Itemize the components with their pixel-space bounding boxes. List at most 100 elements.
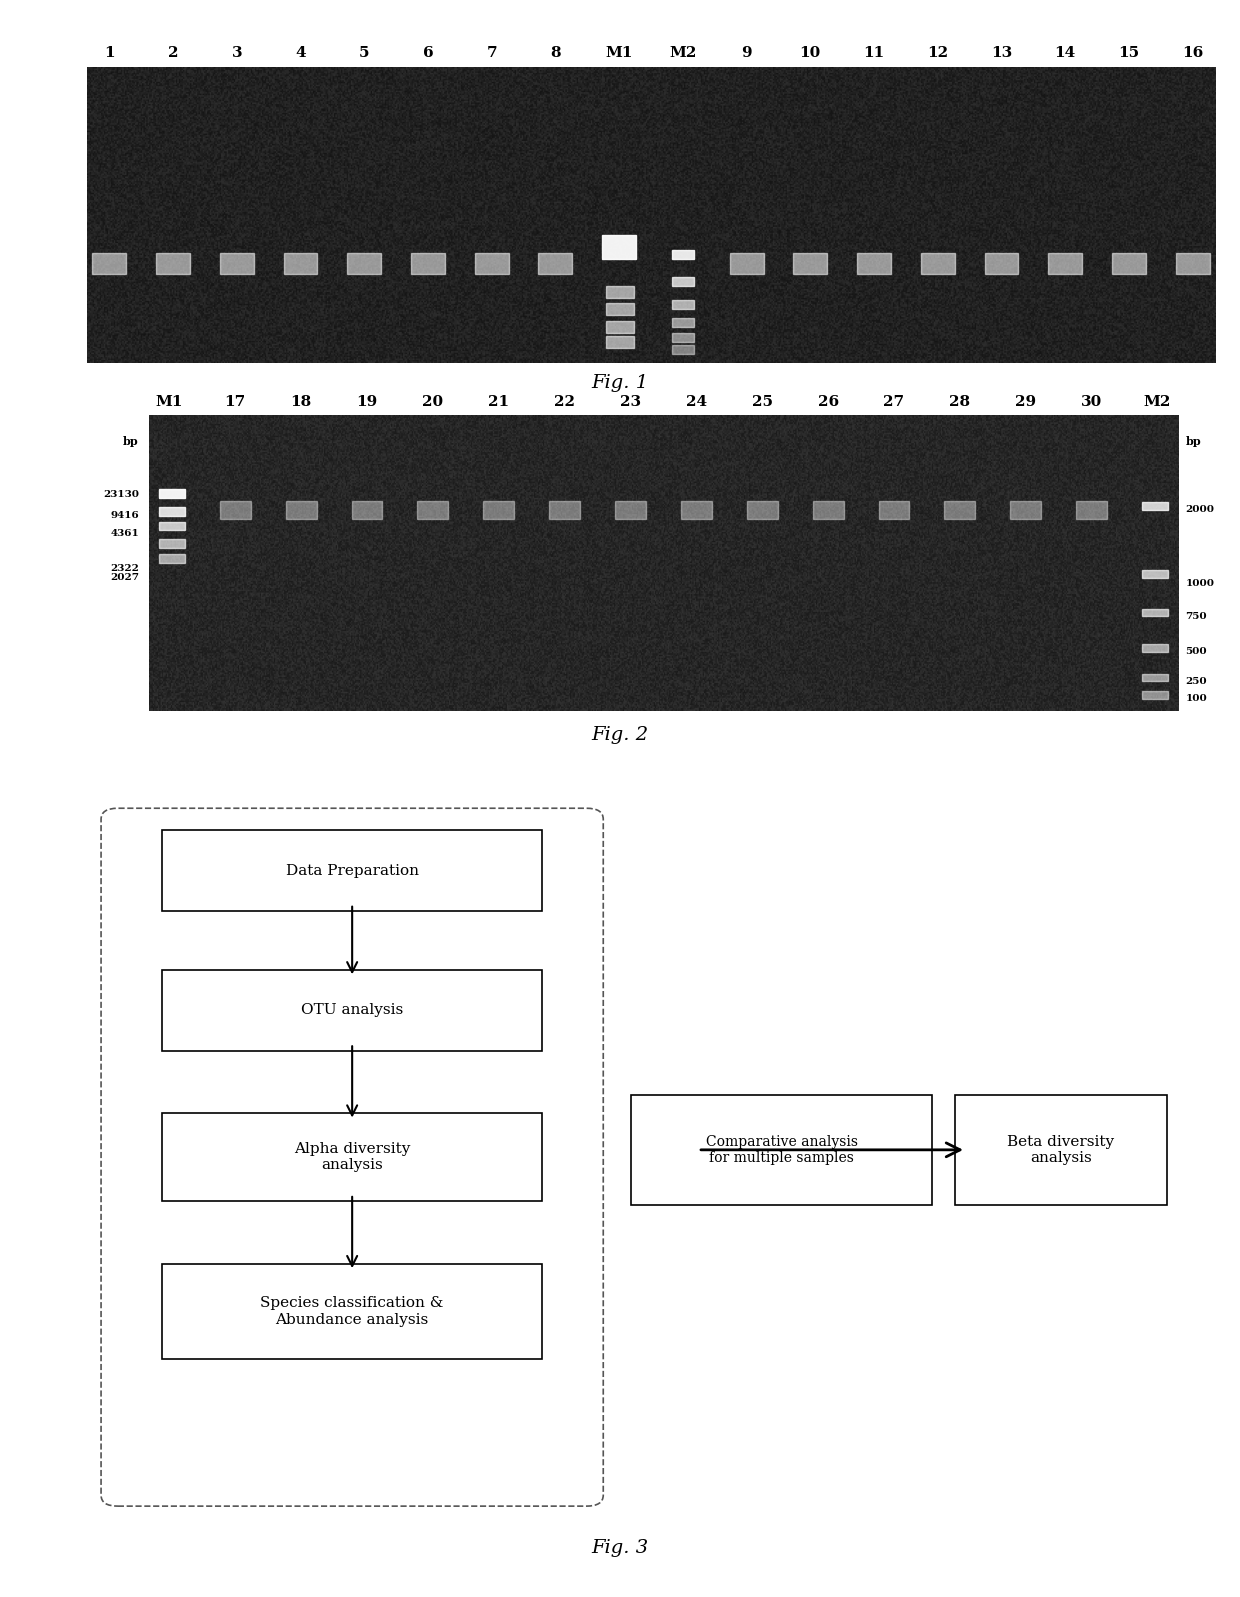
Text: 8: 8 [551, 46, 560, 59]
Text: Beta diversity
analysis: Beta diversity analysis [1007, 1135, 1115, 1164]
FancyBboxPatch shape [162, 969, 542, 1051]
Bar [352, 501, 382, 519]
Text: 21: 21 [489, 396, 510, 409]
Bar [794, 254, 827, 275]
Bar [284, 254, 317, 275]
Text: 25: 25 [751, 396, 773, 409]
Text: 20: 20 [423, 396, 444, 409]
Text: bp: bp [123, 436, 139, 447]
Bar [672, 318, 694, 327]
Bar [156, 254, 190, 275]
Text: 4361: 4361 [110, 529, 139, 538]
Text: 13: 13 [991, 46, 1012, 59]
Text: 22: 22 [554, 396, 575, 409]
Text: M2: M2 [1143, 396, 1171, 409]
Bar [475, 254, 508, 275]
Text: 2027: 2027 [110, 573, 139, 583]
FancyBboxPatch shape [162, 830, 542, 910]
Text: Species classification &
Abundance analysis: Species classification & Abundance analy… [260, 1297, 444, 1327]
Bar [672, 345, 694, 353]
Bar [219, 254, 254, 275]
Bar [285, 501, 316, 519]
Text: 1000: 1000 [1185, 580, 1214, 588]
Bar [1142, 692, 1168, 699]
Text: 23: 23 [620, 396, 641, 409]
Text: Alpha diversity
analysis: Alpha diversity analysis [294, 1142, 410, 1172]
Text: 18: 18 [290, 396, 311, 409]
Bar [1112, 254, 1146, 275]
Bar [1142, 503, 1168, 509]
FancyBboxPatch shape [162, 1113, 542, 1201]
Bar [945, 501, 975, 519]
Text: 2322: 2322 [110, 564, 139, 573]
Bar [484, 501, 515, 519]
Bar [672, 334, 694, 342]
Bar [985, 254, 1018, 275]
Text: bp: bp [1185, 436, 1202, 447]
Bar [812, 501, 843, 519]
Text: Fig. 1: Fig. 1 [591, 374, 649, 393]
Bar [857, 254, 892, 275]
Text: 16: 16 [1182, 46, 1203, 59]
Bar [729, 254, 764, 275]
Bar [672, 276, 694, 286]
FancyBboxPatch shape [955, 1096, 1167, 1204]
Bar [681, 501, 712, 519]
Text: 250: 250 [1185, 677, 1207, 685]
Bar [921, 254, 955, 275]
Text: 9416: 9416 [110, 511, 139, 521]
Text: 2: 2 [167, 46, 179, 59]
Text: 100: 100 [1185, 695, 1208, 703]
Bar [603, 235, 636, 259]
Text: 24: 24 [686, 396, 707, 409]
Text: 15: 15 [1118, 46, 1140, 59]
Bar [93, 254, 126, 275]
FancyBboxPatch shape [162, 1263, 542, 1359]
Text: Fig. 3: Fig. 3 [591, 1540, 649, 1557]
Text: 750: 750 [1185, 612, 1207, 621]
Text: 11: 11 [863, 46, 884, 59]
Bar [672, 251, 694, 259]
Text: 29: 29 [1016, 396, 1037, 409]
Text: M2: M2 [670, 46, 697, 59]
Bar [672, 300, 694, 310]
Bar [159, 554, 185, 564]
Text: Fig. 2: Fig. 2 [591, 725, 649, 744]
Bar [159, 489, 185, 498]
Bar [1142, 644, 1168, 652]
Text: 30: 30 [1081, 396, 1102, 409]
Bar [159, 522, 185, 530]
Text: 2000: 2000 [1185, 505, 1214, 514]
Text: M1: M1 [605, 46, 632, 59]
Text: 17: 17 [224, 396, 246, 409]
Bar [1048, 254, 1083, 275]
Bar [159, 506, 185, 516]
Bar [605, 335, 634, 348]
Text: 4: 4 [295, 46, 306, 59]
Bar [605, 321, 634, 334]
Bar [878, 501, 909, 519]
Text: 19: 19 [356, 396, 378, 409]
Bar [605, 303, 634, 315]
Text: 500: 500 [1185, 647, 1207, 656]
Bar [410, 254, 445, 275]
Text: 23130: 23130 [103, 490, 139, 500]
Bar [1142, 570, 1168, 578]
Text: M1: M1 [156, 396, 184, 409]
Bar [418, 501, 449, 519]
Text: 9: 9 [742, 46, 751, 59]
Text: OTU analysis: OTU analysis [301, 1003, 403, 1017]
Bar [1076, 501, 1107, 519]
Text: 6: 6 [423, 46, 433, 59]
Bar [538, 254, 573, 275]
Bar [159, 540, 185, 548]
Text: 10: 10 [800, 46, 821, 59]
Bar [219, 501, 250, 519]
Bar [615, 501, 646, 519]
Text: 1: 1 [104, 46, 114, 59]
Bar [549, 501, 580, 519]
Text: 7: 7 [486, 46, 497, 59]
Bar [605, 286, 634, 297]
Text: 5: 5 [360, 46, 370, 59]
Text: 27: 27 [883, 396, 904, 409]
